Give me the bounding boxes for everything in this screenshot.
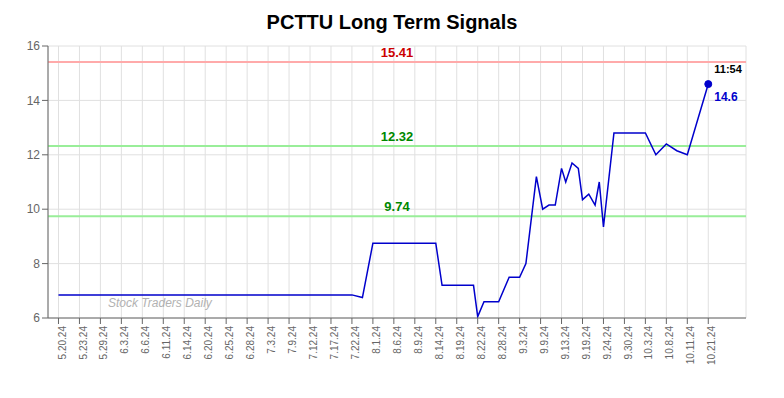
svg-text:6.3.24: 6.3.24 [119,326,130,354]
svg-text:6.11.24: 6.11.24 [161,326,172,359]
svg-text:10.8.24: 10.8.24 [664,326,675,360]
svg-text:6: 6 [33,311,40,325]
svg-text:8.6.24: 8.6.24 [392,326,403,354]
svg-text:8.14.24: 8.14.24 [434,326,445,360]
svg-text:7.17.24: 7.17.24 [329,326,340,360]
svg-text:12: 12 [27,148,41,162]
svg-text:8.28.24: 8.28.24 [497,326,508,360]
svg-text:8.9.24: 8.9.24 [413,326,424,354]
svg-text:7.3.24: 7.3.24 [266,326,277,354]
svg-text:9.9.24: 9.9.24 [539,326,550,354]
svg-text:7.12.24: 7.12.24 [308,326,319,360]
svg-text:8.22.24: 8.22.24 [476,326,487,360]
svg-text:9.19.24: 9.19.24 [581,326,592,360]
svg-text:8.1.24: 8.1.24 [371,326,382,354]
svg-text:14: 14 [27,94,41,108]
html-text:Stock Traders Daily: Stock Traders Daily [108,296,212,310]
svg-text:6.25.24: 6.25.24 [224,326,235,360]
svg-text:9.24.24: 9.24.24 [602,326,613,360]
svg-text:7.9.24: 7.9.24 [287,326,298,354]
svg-text:7.22.24: 7.22.24 [350,326,361,360]
svg-text:9.74: 9.74 [384,199,410,214]
svg-text:9.3.24: 9.3.24 [518,326,529,354]
svg-text:10.3.24: 10.3.24 [643,326,654,360]
svg-text:12.32: 12.32 [381,129,414,144]
svg-text:5.29.24: 5.29.24 [99,326,110,360]
svg-text:10: 10 [27,202,41,216]
svg-text:6.6.24: 6.6.24 [140,326,151,354]
html-text:PCTTU Long Term Signals: PCTTU Long Term Signals [266,11,518,33]
svg-text:8.19.24: 8.19.24 [455,326,466,360]
svg-text:10.21.24: 10.21.24 [706,326,717,365]
svg-text:9.30.24: 9.30.24 [623,326,634,360]
svg-text:15.41: 15.41 [381,45,414,60]
svg-text:5.23.24: 5.23.24 [78,326,89,360]
svg-text:9.13.24: 9.13.24 [560,326,571,360]
svg-text:5.20.24: 5.20.24 [57,326,68,360]
svg-text:8: 8 [33,257,40,271]
svg-text:10.11.24: 10.11.24 [685,326,696,365]
svg-text:6.14.24: 6.14.24 [182,326,193,360]
svg-text:11:54: 11:54 [714,63,742,75]
svg-text:6.28.24: 6.28.24 [245,326,256,360]
svg-text:16: 16 [27,39,41,53]
svg-text:14.6: 14.6 [714,90,738,104]
svg-text:6.20.24: 6.20.24 [203,326,214,360]
